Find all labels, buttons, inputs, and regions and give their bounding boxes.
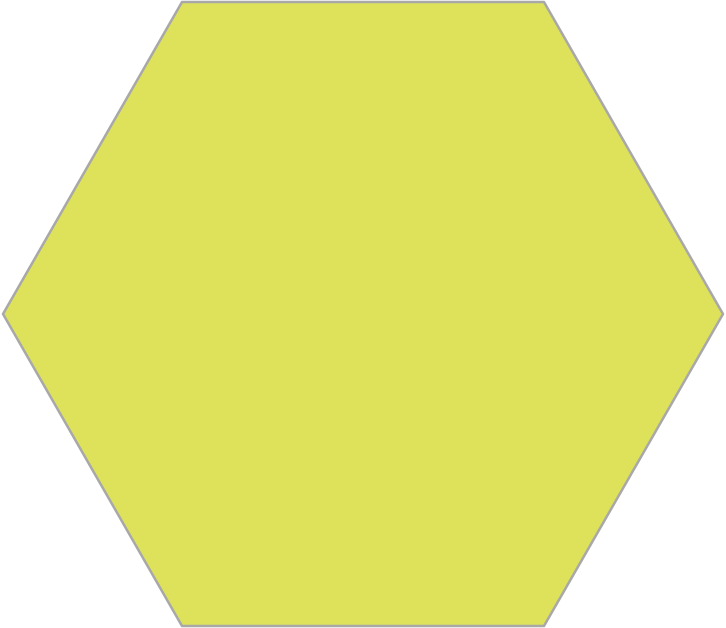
diagram-canvas [1, 0, 725, 628]
hexagon-shape [1, 0, 725, 628]
